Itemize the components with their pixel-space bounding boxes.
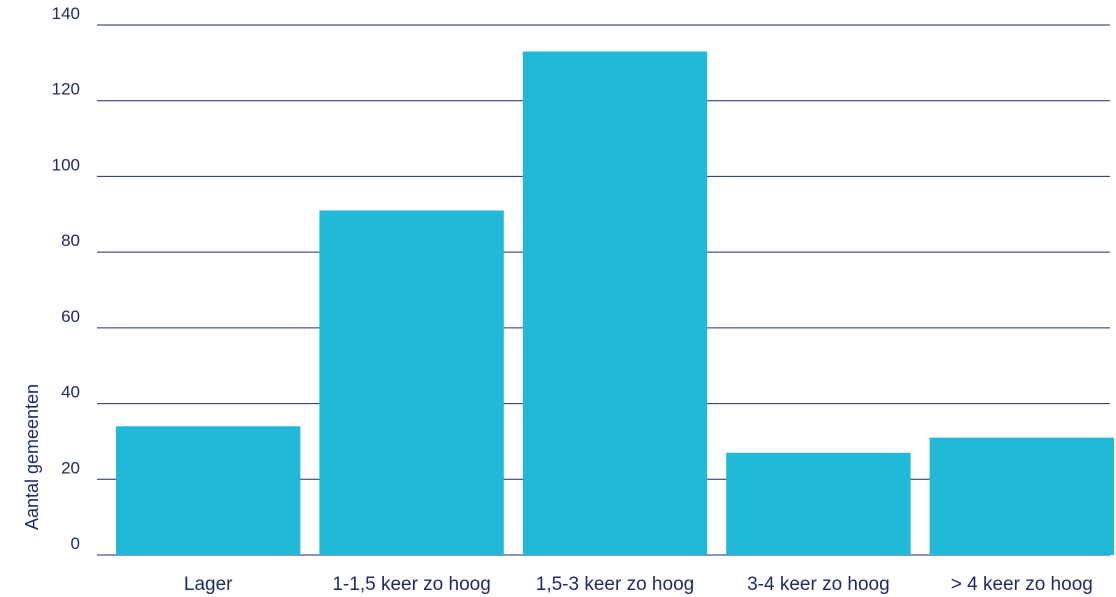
bars: [116, 51, 1114, 555]
x-axis-labels: Lager 1-1,5 keer zo hoog 1,5-3 keer zo hoo…: [184, 574, 1093, 595]
y-tick-label: 100: [52, 155, 80, 174]
x-category-label: Lager: [184, 574, 233, 595]
x-category-label: 3-4 keer zo hoog: [747, 574, 890, 595]
y-tick-label: 120: [52, 80, 80, 99]
bar: [929, 437, 1114, 555]
y-tick-label: 80: [61, 231, 80, 250]
x-category-label: 1,5-3 keer zo hoog: [536, 574, 694, 595]
x-category-label: > 4 keer zo hoog: [951, 574, 1093, 595]
bar: [116, 426, 301, 555]
y-axis-ticks: 0 20 40 60 80 100 120 140: [52, 4, 80, 553]
bar: [319, 210, 504, 555]
y-tick-label: 140: [52, 4, 80, 23]
y-tick-label: 40: [61, 383, 80, 402]
y-tick-label: 20: [61, 458, 80, 477]
bar: [522, 51, 708, 555]
y-axis-title: Aantal gemeenten: [22, 384, 42, 530]
y-tick-label: 0: [71, 534, 80, 553]
bar: [726, 452, 911, 555]
x-category-label: 1-1,5 keer zo hoog: [332, 574, 490, 595]
y-tick-label: 60: [61, 307, 80, 326]
